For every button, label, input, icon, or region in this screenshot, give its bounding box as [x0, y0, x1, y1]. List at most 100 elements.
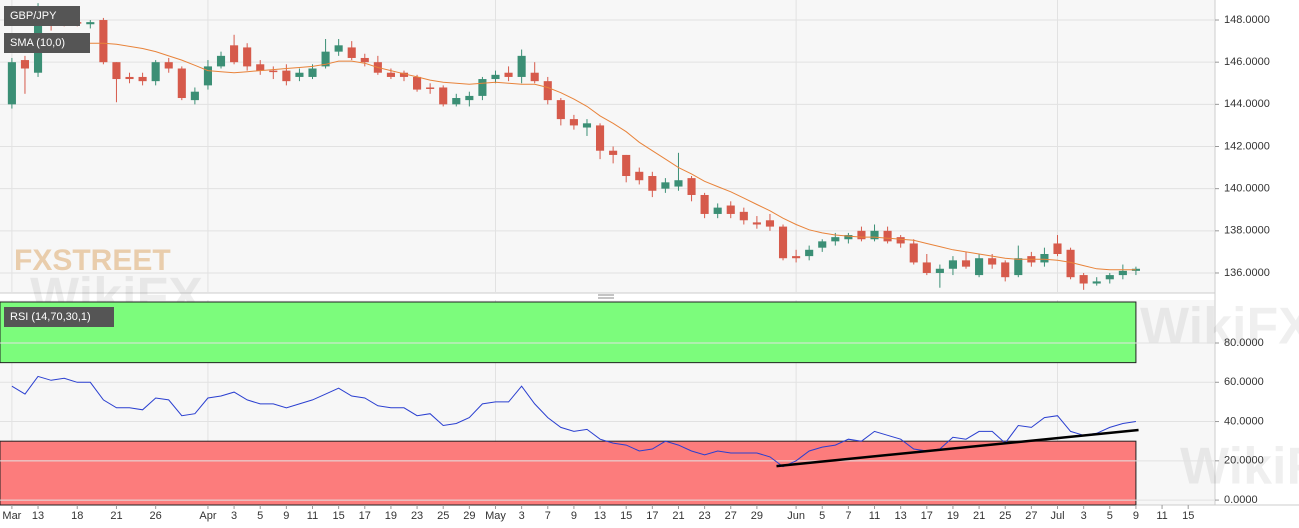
x-tick-label: Jul: [1050, 510, 1064, 522]
legend-sma: SMA (10,0): [10, 37, 65, 49]
candle-body: [426, 87, 435, 89]
x-tick-label: 5: [1107, 510, 1113, 522]
candle-body: [778, 226, 788, 259]
candle-body: [1105, 275, 1114, 280]
candle-body: [818, 241, 827, 248]
x-tick-label: 23: [411, 510, 423, 522]
candle-body: [386, 72, 395, 77]
candle-body: [504, 72, 513, 77]
candle-body: [739, 211, 748, 221]
candle-body: [961, 260, 971, 267]
y-tick-label: 60.0000: [1224, 376, 1264, 388]
candle-body: [7, 62, 16, 105]
candle-body: [308, 68, 317, 77]
x-tick-label: 17: [646, 510, 658, 522]
watermark: WikiFX: [1140, 298, 1299, 356]
candle-body: [883, 230, 892, 242]
candle-body: [1079, 275, 1088, 284]
x-tick-label: 9: [283, 510, 289, 522]
candle-body: [713, 207, 722, 214]
candle-body: [935, 268, 944, 273]
x-tick-label: 5: [819, 510, 825, 522]
x-tick-label: 3: [1081, 510, 1087, 522]
candle-body: [582, 123, 592, 128]
y-tick-label: 136.0000: [1224, 267, 1270, 279]
axes: Mar 13 18 21 26 Apr 3 5 9 11 15 17 19 23 25 29 May 3 7 9 13 1…: [2, 14, 1269, 522]
resize-handle[interactable]: [598, 294, 614, 299]
legend-box: [4, 307, 114, 327]
candle-body: [726, 205, 735, 214]
x-tick-label: 7: [845, 510, 851, 522]
x-tick-label: 21: [973, 510, 985, 522]
candle-body: [334, 45, 343, 52]
candle-body: [243, 47, 252, 67]
candle-body: [190, 91, 199, 101]
candle-body: [230, 45, 239, 63]
candle-body: [1066, 249, 1075, 278]
candle-body: [635, 171, 644, 181]
x-tick-label: 21: [110, 510, 122, 522]
candle-body: [256, 64, 265, 71]
candle-body: [465, 95, 474, 101]
candle-body: [216, 55, 226, 67]
x-tick-label: 5: [257, 510, 263, 522]
candle-body: [752, 222, 761, 225]
candle-body: [321, 51, 330, 67]
candle-body: [530, 72, 539, 82]
y-tick-label: 142.0000: [1224, 140, 1270, 152]
x-tick-label: Apr: [199, 510, 216, 522]
x-tick-label: 27: [725, 510, 737, 522]
x-tick-label: 3: [519, 510, 525, 522]
legend-rsi: RSI (14,70,30,1): [10, 311, 91, 323]
candle-body: [975, 258, 984, 276]
legend-box: [4, 6, 80, 26]
candle-body: [948, 260, 957, 269]
y-tick-label: 80.0000: [1224, 337, 1264, 349]
candle-body: [922, 262, 931, 273]
x-tick-label: 15: [620, 510, 632, 522]
candle-body: [543, 81, 552, 101]
candle-body: [112, 62, 121, 80]
candle-body: [909, 243, 918, 263]
legend-title: GBP/JPY: [10, 10, 57, 22]
price-plot: [0, 0, 1215, 293]
candle-body: [609, 150, 618, 155]
oversold-band: [0, 440, 1137, 506]
x-tick-label: 27: [1025, 510, 1037, 522]
x-tick-label: 15: [1182, 510, 1194, 522]
candle-body: [399, 72, 409, 77]
y-tick-label: 138.0000: [1224, 225, 1270, 237]
candle-body: [1053, 243, 1062, 255]
legend-box: [4, 33, 90, 53]
y-tick-label: 20.0000: [1224, 455, 1264, 467]
rsi-plot: RSI (14,70,30,1): [0, 300, 1215, 506]
candle-body: [439, 87, 448, 105]
x-tick-label: 15: [333, 510, 345, 522]
x-tick-label: 17: [359, 510, 371, 522]
x-tick-label: 13: [895, 510, 907, 522]
candle-body: [857, 230, 866, 240]
x-tick-label: 13: [594, 510, 606, 522]
candle-body: [595, 125, 605, 151]
candle-body: [138, 76, 147, 82]
candle-body: [648, 176, 657, 191]
x-tick-label: 18: [71, 510, 83, 522]
candle-body: [569, 119, 578, 126]
candle-body: [844, 235, 853, 240]
sma-line: [11, 39, 1136, 271]
x-tick-label: May: [485, 510, 506, 522]
candle-body: [1001, 262, 1010, 278]
candle-body: [125, 76, 134, 80]
x-tick-label: 19: [385, 510, 397, 522]
candle-body: [203, 66, 212, 86]
x-tick-label: 7: [545, 510, 551, 522]
candle-body: [556, 100, 565, 120]
x-tick-label: 13: [32, 510, 44, 522]
candle-body: [1014, 258, 1023, 276]
y-tick-label: 146.0000: [1224, 56, 1270, 68]
watermark: FXSTREET: [14, 244, 171, 277]
x-tick-label: 29: [463, 510, 475, 522]
candle-body: [517, 55, 526, 77]
candle-body: [282, 70, 291, 82]
